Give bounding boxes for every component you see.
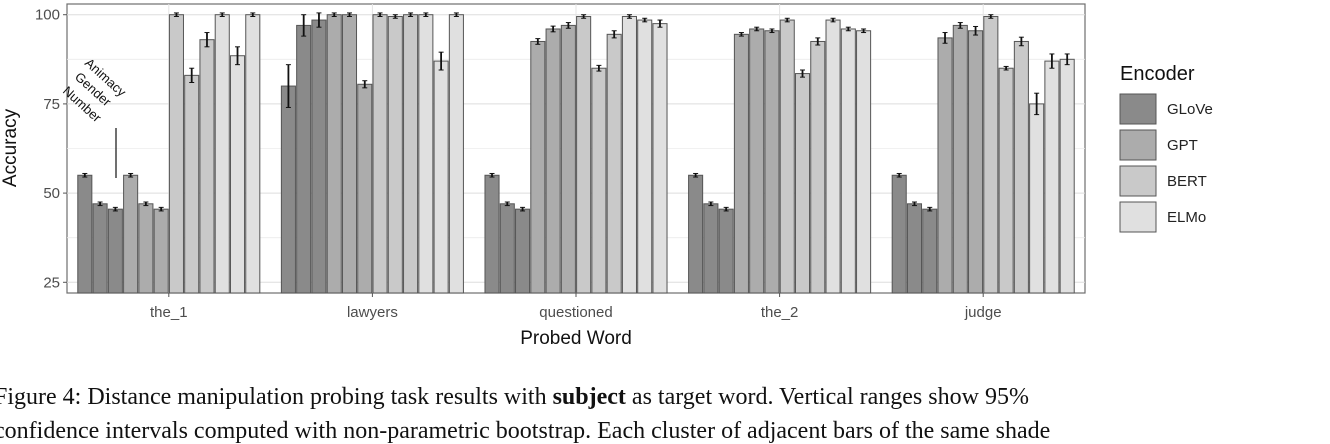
legend-label-bert: BERT [1167, 173, 1207, 190]
bar-bert-the_2-gender [794, 73, 811, 294]
bar-elmo-lawyers-gender [433, 60, 449, 294]
bar-glove-the_2-number [718, 208, 734, 294]
caption-text: Figure 4: Distance manipulation probing … [0, 384, 553, 410]
bar-elmo-the_2-animacy [825, 19, 841, 294]
bar-glove-questioned-gender [499, 203, 515, 294]
bar-elmo-lawyers-number [448, 14, 464, 294]
x-tick-label: the_1 [150, 304, 188, 321]
y-tick-label: 25 [43, 274, 60, 291]
bar-glove-the_2-gender [703, 203, 719, 294]
bar-bert-lawyers-animacy [372, 14, 388, 294]
y-axis-title: Accuracy [0, 108, 21, 187]
chart: 25 50 75 100 the_1 lawyers questioned the_2 jud… [0, 3, 1213, 349]
bar-bert-judge-gender [998, 67, 1014, 294]
legend-swatch-elmo [1119, 201, 1157, 233]
bar-gpt-the_2-animacy [733, 33, 749, 294]
bar-gpt-judge-gender [952, 24, 968, 294]
bar-elmo-the_1-gender [229, 55, 246, 294]
bars [77, 14, 1075, 294]
y-tick-label: 75 [43, 96, 60, 113]
bar-bert-lawyers-number [403, 14, 419, 294]
bar-gpt-the_2-gender [749, 28, 765, 294]
figure-caption: Figure 4: Distance manipulation probing … [0, 380, 1330, 444]
bar-gpt-judge-number [968, 30, 984, 294]
bar-gpt-the_1-animacy [123, 174, 139, 294]
bar-elmo-judge-gender [1044, 60, 1060, 294]
bar-elmo-the_2-number [856, 30, 872, 294]
bar-gpt-the_1-number [153, 208, 169, 294]
bar-elmo-judge-number [1059, 58, 1075, 294]
bar-gpt-questioned-animacy [530, 40, 546, 294]
bar-bert-the_2-animacy [779, 19, 795, 294]
x-axis-title: Probed Word [520, 328, 632, 349]
x-axis: the_1 lawyers questioned the_2 judge [150, 293, 1002, 321]
bar-elmo-the_1-animacy [214, 14, 230, 294]
legend-label-elmo: ELMo [1167, 209, 1206, 226]
x-tick-label: judge [964, 304, 1002, 321]
error-bars [82, 12, 1070, 212]
legend-title: Encoder [1120, 63, 1195, 85]
bar-glove-lawyers-animacy [280, 85, 296, 294]
bar-bert-judge-animacy [983, 15, 999, 294]
bar-glove-questioned-animacy [484, 174, 500, 294]
bar-gpt-the_1-gender [138, 203, 154, 294]
bar-glove-questioned-number [515, 208, 531, 294]
bar-bert-questioned-gender [591, 67, 607, 294]
bar-elmo-questioned-animacy [621, 15, 637, 294]
bar-glove-lawyers-gender [296, 24, 312, 294]
bar-bert-the_1-animacy [168, 14, 184, 294]
bar-gpt-lawyers-animacy [326, 14, 342, 294]
x-tick-label: lawyers [347, 304, 398, 321]
bar-elmo-the_1-number [245, 14, 261, 294]
legend-label-glove: GLoVe [1167, 101, 1213, 118]
bar-elmo-questioned-number [652, 23, 668, 294]
bar-elmo-lawyers-animacy [418, 14, 434, 294]
bar-elmo-questioned-gender [637, 19, 653, 294]
legend-label-gpt: GPT [1167, 137, 1198, 154]
bar-glove-judge-animacy [891, 174, 907, 294]
y-axis: 25 50 75 100 [35, 7, 67, 291]
bar-elmo-the_2-gender [840, 28, 856, 294]
bar-glove-judge-gender [906, 203, 923, 294]
bar-bert-questioned-animacy [576, 15, 592, 294]
caption-bold: subject [552, 384, 626, 410]
legend-swatch-bert [1119, 165, 1157, 197]
legend: Encoder GLoVe GPT BERT ELMo [1119, 63, 1213, 233]
bar-glove-lawyers-number [311, 19, 327, 294]
bar-gpt-questioned-number [560, 24, 576, 294]
caption-text: as target word. Vertical ranges show 95% [625, 384, 1029, 410]
bar-glove-the_1-number [107, 208, 123, 294]
bar-gpt-the_2-number [764, 30, 780, 294]
bar-bert-lawyers-gender [387, 15, 403, 294]
legend-swatch-gpt [1119, 129, 1157, 161]
bar-bert-the_1-number [199, 39, 215, 294]
bar-gpt-questioned-gender [545, 28, 561, 294]
bar-gpt-lawyers-number [357, 83, 373, 294]
bar-gpt-lawyers-gender [341, 14, 358, 294]
bar-glove-the_2-animacy [688, 174, 704, 294]
legend-swatch-glove [1119, 93, 1157, 125]
bar-glove-judge-number [922, 208, 938, 294]
bar-bert-the_2-number [810, 40, 826, 294]
y-tick-label: 100 [35, 7, 60, 24]
bar-bert-the_1-gender [184, 74, 200, 294]
bar-glove-the_1-gender [92, 203, 108, 294]
bar-bert-judge-number [1013, 40, 1029, 294]
x-tick-label: the_2 [761, 304, 799, 321]
bar-elmo-judge-animacy [1029, 103, 1045, 294]
bar-bert-questioned-number [606, 33, 622, 294]
x-tick-label: questioned [539, 304, 612, 321]
y-tick-label: 50 [43, 185, 60, 202]
caption-line-1: Figure 4: Distance manipulation probing … [0, 380, 1330, 414]
bar-glove-the_1-animacy [77, 174, 93, 294]
bar-gpt-judge-animacy [937, 37, 953, 294]
